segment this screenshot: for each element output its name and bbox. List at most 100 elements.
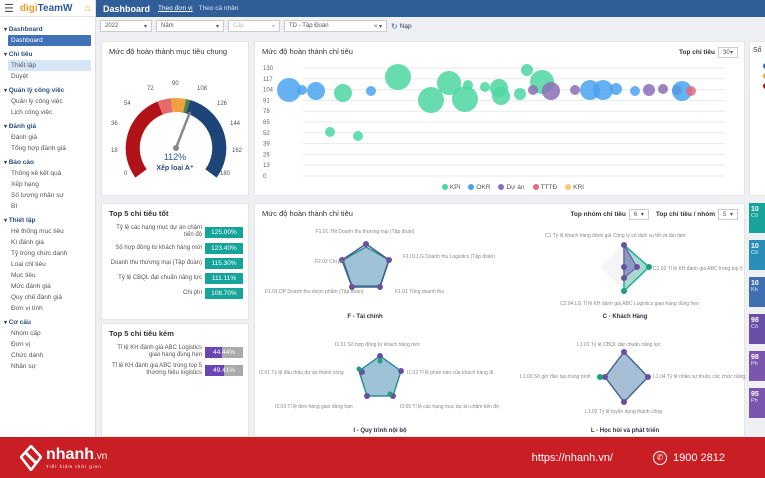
bubble-point[interactable] (353, 131, 363, 141)
legend-dot-icon (565, 184, 572, 191)
tab-by-unit[interactable]: Theo đơn vị (158, 5, 193, 12)
period-select[interactable]: Năm ▾ (156, 20, 224, 32)
kpi-percent-badge: 49.41% (205, 364, 243, 376)
bubble-point[interactable] (593, 80, 613, 100)
tab-by-person[interactable]: Theo cá nhân (198, 5, 239, 12)
bubble-point[interactable] (307, 82, 325, 100)
kpi-card[interactable]: 10 Cô (749, 240, 765, 270)
legend-item[interactable]: KPI (441, 184, 460, 191)
sidebar-item[interactable]: Nhóm cấp (11, 330, 41, 337)
sidebar-item[interactable]: Tỷ trọng chức danh (11, 250, 68, 257)
level-select[interactable]: Cấp ▾ (228, 20, 280, 32)
sidebar-item[interactable]: Đánh giá (11, 134, 38, 141)
app-logo[interactable]: digiTeamW (19, 2, 73, 14)
sidebar-group[interactable]: Quản lý công việc (0, 85, 95, 96)
bubble-point[interactable] (686, 86, 696, 96)
nhanh-logo-icon (20, 444, 42, 471)
bubble-point[interactable] (610, 83, 622, 95)
sidebar-group[interactable]: Thiết lập (0, 215, 95, 226)
sidebar-group[interactable]: Dashboard (0, 24, 95, 35)
bubble-point[interactable] (325, 127, 335, 137)
legend-item[interactable]: KRI (565, 184, 584, 191)
svg-text:108: 108 (197, 86, 208, 92)
list-item: Số hợp đồng từ khách hàng mới 123.40% (102, 241, 248, 256)
list-item: Chi phí 108.70% (102, 286, 248, 301)
bubble-point[interactable] (366, 86, 376, 96)
sidebar-group[interactable]: Đánh giá (0, 121, 95, 132)
bubble-point[interactable] (452, 86, 478, 112)
refresh-icon: ↻ (391, 21, 398, 31)
year-select[interactable]: 2022 ▾ (100, 20, 152, 32)
unit-select[interactable]: TD - Tập Đoàn × ▾ (284, 20, 387, 32)
bubble-point[interactable] (437, 71, 461, 95)
footer-url[interactable]: https://nhanh.vn/ (531, 451, 613, 464)
bubble-point[interactable] (297, 85, 307, 95)
top-kpi-select[interactable]: 30 ▾ (718, 47, 738, 58)
footer-phone[interactable]: ✆ 1900 2812 (653, 450, 725, 465)
sidebar-item[interactable]: Kì đánh giá (11, 239, 44, 246)
svg-text:0: 0 (124, 171, 128, 177)
filter-bar: 2022 ▾ Năm ▾ Cấp ▾ TD - Tập Đoàn × ▾ ↻ Nạp (100, 18, 412, 34)
sidebar-item[interactable]: Thống kê kết quả (11, 170, 62, 177)
reload-button[interactable]: ↻ Nạp (391, 21, 412, 31)
kpi-card[interactable]: 98 Cô (749, 314, 765, 344)
bubble-point[interactable] (542, 82, 560, 100)
kpi-card[interactable]: 10 Kh (749, 277, 765, 307)
per-group-select[interactable]: 5 ▾ (718, 209, 738, 220)
bubble-point[interactable] (570, 85, 580, 95)
sidebar-item[interactable]: BI (11, 203, 18, 210)
sidebar-group[interactable]: Chỉ tiêu (0, 49, 95, 60)
per-group-label: Top chỉ tiêu / nhóm (655, 211, 715, 218)
footer-logo[interactable]: nhanh.vn Tiết kiệm thời gian (20, 444, 107, 471)
sidebar-item[interactable]: Chức danh (11, 352, 44, 359)
kpi-card[interactable]: 95 Ph (749, 388, 765, 418)
legend-item[interactable]: TTTĐ (532, 184, 557, 191)
sidebar-item[interactable]: Quy chế đánh giá (11, 294, 62, 301)
bubble-point[interactable] (514, 88, 526, 100)
sidebar-item[interactable]: Hệ thống mục tiêu (11, 228, 64, 235)
bubble-point[interactable] (480, 82, 490, 92)
kpi-card[interactable]: 10 Cô (749, 203, 765, 233)
bubble-point[interactable] (658, 84, 668, 94)
hamburger-menu-icon[interactable]: ☰ (4, 2, 14, 15)
sidebar-item[interactable]: Thiết lập (8, 60, 91, 71)
sidebar-item[interactable]: Xếp hạng (11, 181, 39, 188)
bubble-point[interactable] (521, 64, 533, 76)
sidebar-item[interactable]: Dashboard (8, 35, 91, 46)
group-count-select[interactable]: 6 ▾ (628, 209, 649, 220)
sidebar-item[interactable]: Mục tiêu (11, 272, 36, 279)
list-item: Tỷ lệ CBQL đạt chuẩn năng lực 111.11% (102, 271, 248, 286)
radar-filters: Top nhóm chỉ tiêu 6 ▾ Top chỉ tiêu / nhóm… (570, 209, 738, 220)
top-bad-card: Top 5 chỉ tiêu kém Tỉ lệ KH đánh giá ABC… (101, 323, 249, 437)
sidebar-item[interactable]: Đơn vị (11, 341, 31, 348)
svg-text:90: 90 (172, 81, 179, 87)
bubble-point[interactable] (528, 85, 538, 95)
sidebar-item[interactable]: Đơn vị tính (11, 305, 43, 312)
sidebar-item[interactable]: Nhân sự (11, 363, 36, 370)
bubble-point[interactable] (418, 87, 444, 113)
bubble-point[interactable] (385, 64, 411, 90)
kpi-percent-badge: 111.11% (205, 273, 243, 284)
sidebar-item[interactable]: Tổng hợp đánh giá (11, 145, 66, 152)
bubble-point[interactable] (492, 87, 510, 105)
legend-item[interactable]: Dự án (498, 184, 525, 191)
svg-text:36: 36 (111, 121, 118, 127)
legend-dot (763, 63, 765, 69)
sidebar-item[interactable]: Quản lý công việc (11, 98, 63, 105)
sidebar-item[interactable]: Lịch công việc (11, 109, 53, 116)
sidebar-item[interactable]: Mức đánh giá (11, 283, 51, 290)
sidebar-item[interactable]: Loại chỉ tiêu (11, 261, 46, 268)
home-icon[interactable]: ⌂ (84, 2, 91, 14)
kpi-card[interactable]: 98 Ph (749, 351, 765, 381)
bubble-point[interactable] (630, 86, 640, 96)
sidebar-item[interactable]: Duyệt (11, 73, 28, 80)
sidebar-group[interactable]: Cơ cấu (0, 317, 95, 328)
sidebar-group[interactable]: Báo cáo (0, 157, 95, 168)
bubble-point[interactable] (643, 84, 655, 96)
legend-dot (763, 73, 765, 79)
legend-item[interactable]: OKR (468, 184, 490, 191)
bubble-point[interactable] (672, 81, 692, 101)
bubble-point[interactable] (334, 84, 352, 102)
sidebar-item[interactable]: Số lượng nhân sự (11, 192, 64, 199)
bubble-point[interactable] (277, 78, 301, 102)
